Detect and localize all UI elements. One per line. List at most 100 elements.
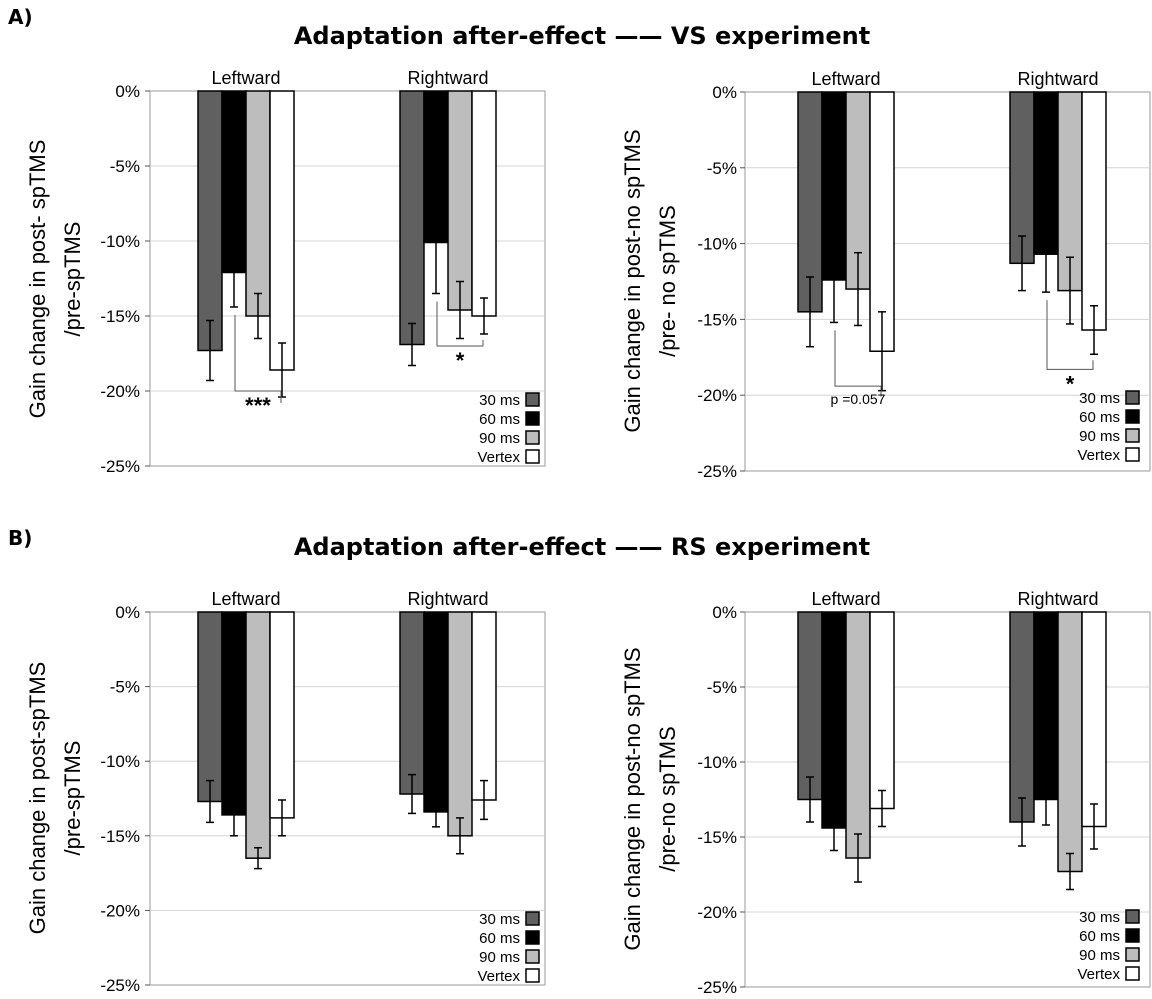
y-axis-label: Gain change in post-no spTMS: [620, 647, 645, 950]
y-tick-label: -20%: [697, 903, 737, 922]
group-label-leftward: Leftward: [211, 589, 280, 609]
legend-swatch: [525, 930, 540, 945]
y-tick-label: -10%: [697, 235, 737, 254]
bar-rightward-vertex: [1081, 91, 1107, 331]
plot-frame: [744, 91, 1151, 472]
legend-label: 60 ms: [479, 411, 520, 428]
y-tick-label: -10%: [100, 232, 140, 251]
y-axis-label: /pre-spTMS: [60, 222, 85, 337]
legend-swatch: [1125, 447, 1140, 462]
bar-rightward-30ms: [399, 90, 425, 346]
legend-swatch: [1125, 390, 1140, 405]
y-axis-label: /pre-no spTMS: [655, 726, 680, 872]
y-tick-label: -15%: [697, 828, 737, 847]
plot-frame: [744, 611, 1151, 988]
plot-frame: [149, 611, 546, 986]
bar-leftward-vertex: [269, 611, 295, 819]
y-tick-label: -5%: [707, 159, 737, 178]
group-label-leftward: Leftward: [811, 69, 880, 89]
y-tick-label: -15%: [697, 310, 737, 329]
y-tick-label: 0%: [115, 603, 140, 622]
y-axis-label: /pre- no spTMS: [655, 205, 680, 357]
y-tick-label: -10%: [100, 752, 140, 771]
significance-label: p =0.057: [831, 391, 886, 407]
significance-bracket: [234, 315, 282, 403]
y-tick-label: -20%: [697, 386, 737, 405]
y-tick-label: -25%: [697, 978, 737, 997]
bar-rightward-60ms: [1033, 611, 1059, 801]
bar-rightward-60ms: [423, 611, 449, 813]
legend-swatch: [525, 911, 540, 926]
bar-leftward-30ms: [797, 91, 823, 313]
y-tick-label: -25%: [100, 976, 140, 995]
section-a-label: A): [8, 5, 33, 29]
group-label-rightward: Rightward: [407, 589, 488, 609]
legend-swatch: [525, 392, 540, 407]
y-axis-label: Gain change in post- spTMS: [25, 140, 50, 419]
y-tick-label: -15%: [100, 307, 140, 326]
legend-label: 30 ms: [1079, 909, 1120, 926]
legend-label: 90 ms: [1079, 428, 1120, 445]
legend-swatch: [525, 968, 540, 983]
y-tick-label: -25%: [100, 457, 140, 476]
bar-leftward-60ms: [821, 611, 847, 829]
bar-rightward-vertex: [1081, 611, 1107, 828]
legend-label: 90 ms: [479, 949, 520, 966]
group-label-rightward: Rightward: [407, 68, 488, 88]
y-tick-label: -10%: [697, 753, 737, 772]
y-tick-label: -5%: [707, 678, 737, 697]
bar-rightward-30ms: [1009, 611, 1035, 823]
significance-label: ***: [245, 393, 271, 418]
legend-swatch: [525, 949, 540, 964]
y-tick-label: -5%: [110, 678, 140, 697]
section-b-title: Adaptation after-effect —— RS experiment: [294, 533, 870, 561]
bar-rightward-vertex: [471, 611, 497, 801]
legend-label: 90 ms: [1079, 947, 1120, 964]
y-axis-label: /pre-spTMS: [60, 741, 85, 856]
bar-rightward-90ms: [447, 90, 473, 311]
y-tick-label: -15%: [100, 827, 140, 846]
bar-leftward-90ms: [245, 611, 271, 859]
group-label-leftward: Leftward: [211, 68, 280, 88]
bar-leftward-vertex: [869, 611, 895, 810]
bar-rightward-90ms: [447, 611, 473, 837]
bar-rightward-90ms: [1057, 611, 1083, 873]
legend-swatch: [1125, 428, 1140, 443]
legend-label: 60 ms: [1079, 928, 1120, 945]
legend-swatch: [1125, 928, 1140, 943]
y-tick-label: 0%: [712, 603, 737, 622]
bar-leftward-30ms: [197, 611, 223, 803]
legend-swatch: [525, 411, 540, 426]
bar-leftward-60ms: [221, 611, 247, 816]
bar-leftward-30ms: [797, 611, 823, 801]
legend-label: 60 ms: [1079, 409, 1120, 426]
group-label-leftward: Leftward: [811, 589, 880, 609]
section-a-title: Adaptation after-effect —— VS experiment: [294, 22, 870, 50]
bar-rightward-30ms: [399, 611, 425, 795]
y-tick-label: -20%: [100, 901, 140, 920]
significance-bracket: [436, 301, 484, 347]
chart-panel-3: 0% -5% -10% -15% -20% -25% Gain change in post…: [25, 589, 546, 995]
legend-label: 30 ms: [1079, 390, 1120, 407]
bar-leftward-90ms: [845, 611, 871, 859]
charts-layer: 0% -5% -10% -15% -20% -25% Gain change in post…: [25, 68, 1151, 997]
y-axis-label: Gain change in post-no spTMS: [620, 129, 645, 432]
significance-label: *: [1066, 371, 1075, 396]
legend-label: Vertex: [477, 968, 520, 985]
legend-label: Vertex: [477, 449, 520, 466]
bar-leftward-30ms: [197, 90, 223, 352]
legend-swatch: [1125, 947, 1140, 962]
plot-frame: [149, 90, 546, 467]
legend-label: Vertex: [1077, 447, 1120, 464]
legend-swatch: [1125, 409, 1140, 424]
legend-swatch: [1125, 966, 1140, 981]
section-b-label: B): [8, 526, 32, 550]
significance-label: *: [456, 348, 465, 373]
significance-bracket: [834, 330, 882, 397]
legend-label: 60 ms: [479, 930, 520, 947]
legend-label: 30 ms: [479, 392, 520, 409]
legend-label: Vertex: [1077, 966, 1120, 983]
bar-rightward-vertex: [471, 90, 497, 317]
legend-label: 30 ms: [479, 911, 520, 928]
legend-label: 90 ms: [479, 430, 520, 447]
